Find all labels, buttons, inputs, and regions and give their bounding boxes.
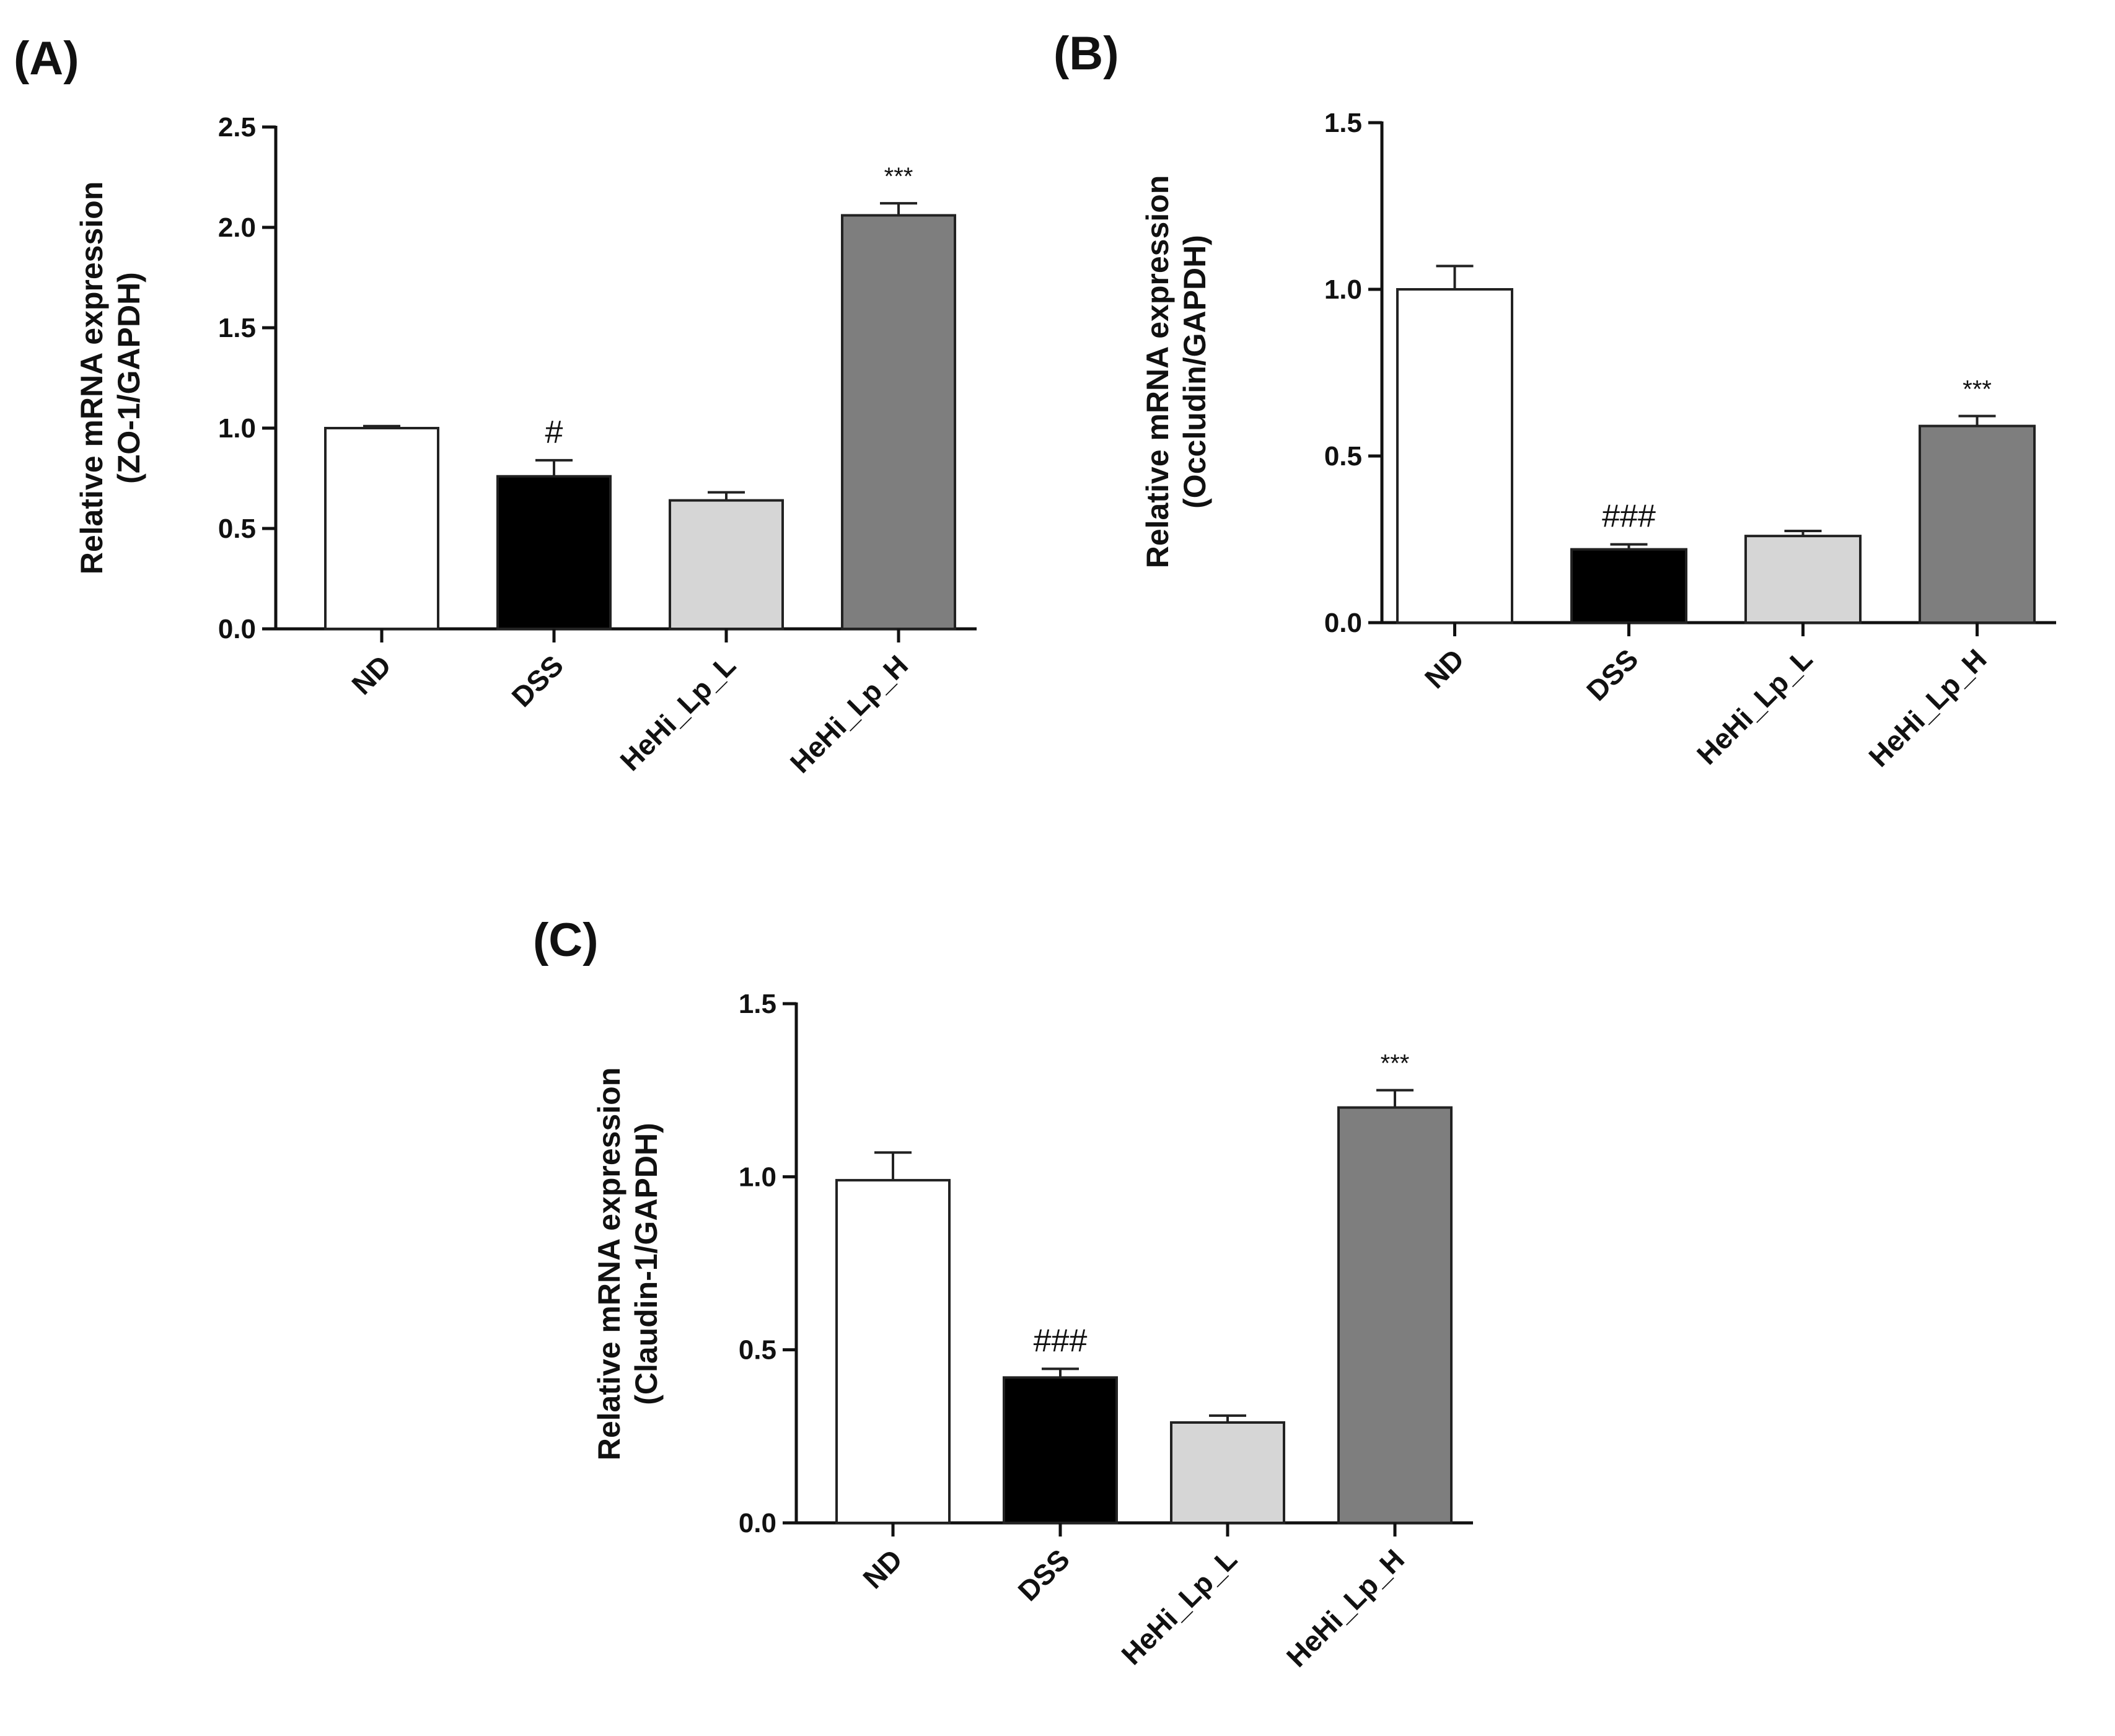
y-axis-title-line1: Relative mRNA expression — [1140, 175, 1175, 569]
y-tick-label: 0.5 — [1324, 441, 1362, 471]
panel-label: (B) — [1053, 27, 1119, 80]
significance-label: *** — [884, 163, 913, 190]
bar-hehi-lp-l — [1170, 1421, 1285, 1524]
y-tick-label: 1.5 — [739, 989, 776, 1019]
bar-hehi-lp-h — [1337, 1106, 1453, 1524]
panel-label: (A) — [14, 32, 79, 85]
significance-label: ### — [1602, 499, 1656, 535]
y-tick-label: 2.0 — [218, 213, 256, 243]
bar-dss — [1570, 548, 1687, 625]
chart-panel-b: (B) Relative mRNA expression(Occludin/GAP… — [1053, 27, 2056, 773]
bar-nd — [324, 427, 439, 630]
y-tick-label: 0.0 — [739, 1508, 776, 1538]
significance-label: # — [545, 414, 563, 450]
chart-panel-a: (A) Relative mRNA expression(ZO-1/GAPDH) 0… — [14, 32, 977, 779]
x-tick-label: ND — [856, 1543, 908, 1595]
y-tick-label: 2.5 — [218, 112, 256, 142]
bar-hehi-lp-h — [1919, 424, 2036, 625]
y-axis-title: Relative mRNA expression(Occludin/GAPDH) — [1140, 175, 1212, 569]
x-tick-label: DSS — [1580, 642, 1645, 707]
x-tick-label: ND — [1418, 642, 1471, 695]
x-tick-label: HeHi_Lp_H — [784, 649, 914, 779]
y-tick-label: 1.0 — [1324, 274, 1362, 305]
y-axis-title: Relative mRNA expression(ZO-1/GAPDH) — [74, 182, 146, 575]
bar-hehi-lp-l — [1744, 535, 1862, 624]
y-axis-title-line2: (Occludin/GAPDH) — [1177, 235, 1212, 509]
significance-label: *** — [1963, 375, 1992, 403]
x-tick-label: HeHi_Lp_L — [1115, 1543, 1243, 1671]
y-axis-title-line1: Relative mRNA expression — [592, 1067, 627, 1461]
y-tick-label: 0.0 — [1324, 608, 1362, 638]
x-tick-label: ND — [345, 649, 397, 701]
x-tick-label: HeHi_Lp_H — [1862, 642, 1992, 773]
significance-label: *** — [1381, 1050, 1410, 1077]
y-tick-label: 0.0 — [218, 614, 256, 644]
x-tick-label: DSS — [1011, 1543, 1076, 1607]
y-axis-title-line2: (Claudin-1/GAPDH) — [629, 1123, 664, 1405]
chart-panel-c: (C) Relative mRNA expression(Claudin-1/GA… — [533, 914, 1473, 1673]
y-axis-title: Relative mRNA expression(Claudin-1/GAPDH… — [592, 1067, 664, 1461]
panel-label: (C) — [533, 914, 599, 967]
bar-hehi-lp-h — [841, 214, 956, 630]
y-axis-title-line1: Relative mRNA expression — [74, 182, 109, 575]
bar-hehi-lp-l — [669, 499, 784, 631]
y-tick-label: 1.0 — [739, 1162, 776, 1192]
y-tick-label: 1.5 — [1324, 108, 1362, 138]
bar-nd — [835, 1178, 951, 1525]
significance-label: ### — [1034, 1323, 1088, 1359]
x-tick-label: HeHi_Lp_L — [1691, 642, 1819, 771]
x-tick-label: HeHi_Lp_H — [1280, 1543, 1410, 1673]
bar-nd — [1396, 288, 1513, 624]
y-axis-title-line2: (ZO-1/GAPDH) — [112, 272, 146, 484]
bar-dss — [1003, 1376, 1118, 1525]
bar-dss — [496, 475, 612, 631]
y-tick-label: 0.5 — [218, 514, 256, 544]
y-tick-label: 1.5 — [218, 313, 256, 343]
x-tick-label: HeHi_Lp_L — [613, 649, 742, 777]
y-tick-label: 0.5 — [739, 1335, 776, 1366]
y-tick-label: 1.0 — [218, 413, 256, 444]
x-tick-label: DSS — [505, 649, 569, 713]
